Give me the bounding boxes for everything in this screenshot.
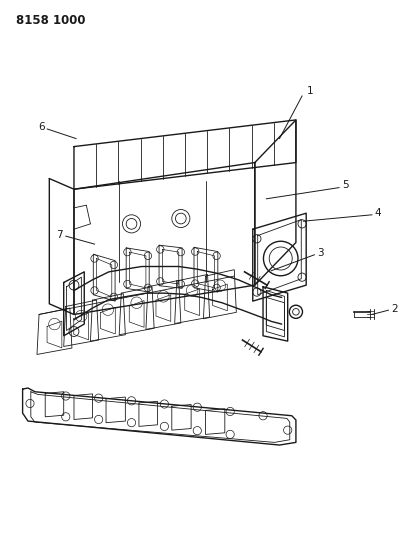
Text: 5: 5 (342, 181, 349, 190)
Text: 8158 1000: 8158 1000 (16, 14, 86, 27)
Text: 1: 1 (307, 86, 314, 95)
Text: 4: 4 (375, 208, 381, 218)
Text: 3: 3 (317, 248, 324, 258)
Text: 2: 2 (391, 304, 398, 314)
Text: 7: 7 (56, 230, 63, 239)
Text: 6: 6 (38, 122, 44, 132)
